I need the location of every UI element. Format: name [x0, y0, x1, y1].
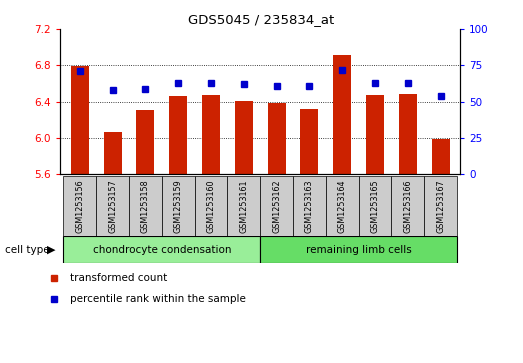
- Text: GSM1253158: GSM1253158: [141, 179, 150, 233]
- Bar: [300, 109, 319, 174]
- Bar: [104, 131, 122, 174]
- Text: cell type: cell type: [5, 245, 50, 254]
- Bar: [63, 176, 96, 236]
- Bar: [366, 95, 384, 174]
- Text: GSM1253164: GSM1253164: [338, 179, 347, 233]
- Bar: [63, 236, 260, 263]
- Bar: [333, 55, 351, 174]
- Text: GSM1253160: GSM1253160: [207, 179, 215, 233]
- Text: GSM1253163: GSM1253163: [305, 179, 314, 233]
- Text: GSM1253159: GSM1253159: [174, 179, 183, 233]
- Text: transformed count: transformed count: [70, 273, 167, 283]
- Bar: [71, 66, 89, 174]
- Bar: [268, 102, 286, 174]
- Text: GSM1253162: GSM1253162: [272, 179, 281, 233]
- Text: remaining limb cells: remaining limb cells: [306, 245, 412, 254]
- Bar: [399, 94, 417, 174]
- Bar: [235, 101, 253, 174]
- Bar: [260, 236, 457, 263]
- Bar: [137, 110, 154, 174]
- Bar: [391, 176, 424, 236]
- Text: GSM1253157: GSM1253157: [108, 179, 117, 233]
- Text: GSM1253167: GSM1253167: [436, 179, 445, 233]
- Bar: [431, 139, 450, 174]
- Bar: [96, 176, 129, 236]
- Bar: [293, 176, 326, 236]
- Text: GDS5045 / 235834_at: GDS5045 / 235834_at: [188, 13, 335, 26]
- Text: percentile rank within the sample: percentile rank within the sample: [70, 294, 246, 305]
- Text: GSM1253166: GSM1253166: [403, 179, 412, 233]
- Bar: [202, 95, 220, 174]
- Bar: [424, 176, 457, 236]
- Bar: [260, 176, 293, 236]
- Text: chondrocyte condensation: chondrocyte condensation: [93, 245, 231, 254]
- Bar: [169, 96, 187, 174]
- Bar: [228, 176, 260, 236]
- Bar: [359, 176, 391, 236]
- Text: GSM1253161: GSM1253161: [240, 179, 248, 233]
- Bar: [195, 176, 228, 236]
- Text: GSM1253165: GSM1253165: [370, 179, 380, 233]
- Bar: [326, 176, 359, 236]
- Text: ▶: ▶: [47, 245, 55, 254]
- Text: GSM1253156: GSM1253156: [75, 179, 84, 233]
- Bar: [162, 176, 195, 236]
- Bar: [129, 176, 162, 236]
